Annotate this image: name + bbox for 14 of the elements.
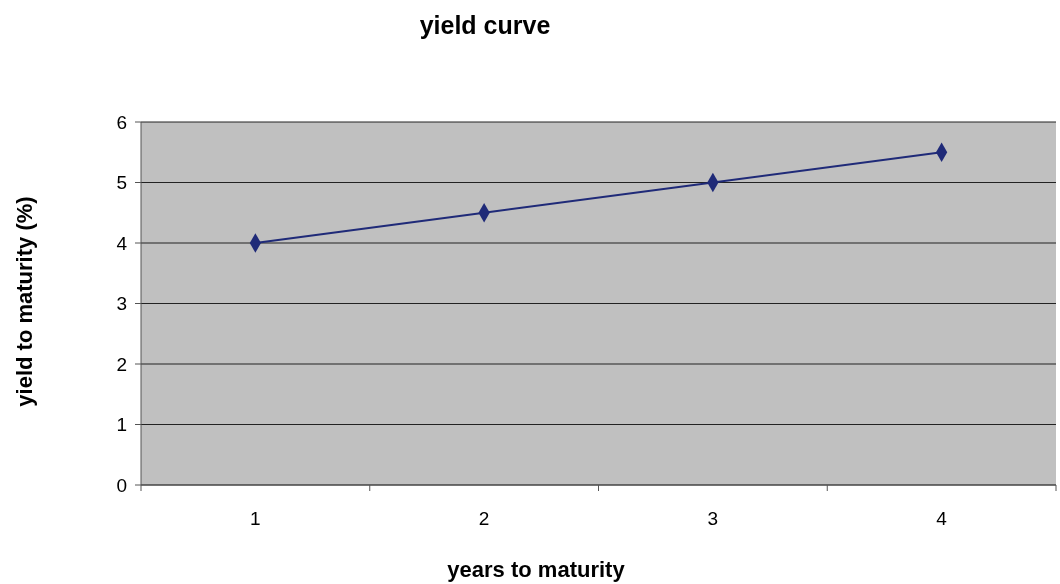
x-tick-label: 2 <box>478 508 490 529</box>
y-tick-label: 4 <box>116 232 128 254</box>
y-tick-label: 3 <box>116 293 127 315</box>
chart-title: yield curve <box>419 11 551 39</box>
y-axis-title: yield to maturity (%) <box>12 196 37 407</box>
y-tick-label: 2 <box>116 353 127 375</box>
y-tick-label: 6 <box>116 111 127 133</box>
y-tick-label: 1 <box>116 414 127 436</box>
x-tick-label: 3 <box>707 508 719 529</box>
x-axis-title: years to maturity <box>447 557 626 582</box>
y-tick-label: 0 <box>116 474 127 496</box>
x-tick-label: 4 <box>936 508 948 529</box>
x-tick-label: 1 <box>250 508 261 529</box>
y-tick-label: 5 <box>116 172 127 194</box>
